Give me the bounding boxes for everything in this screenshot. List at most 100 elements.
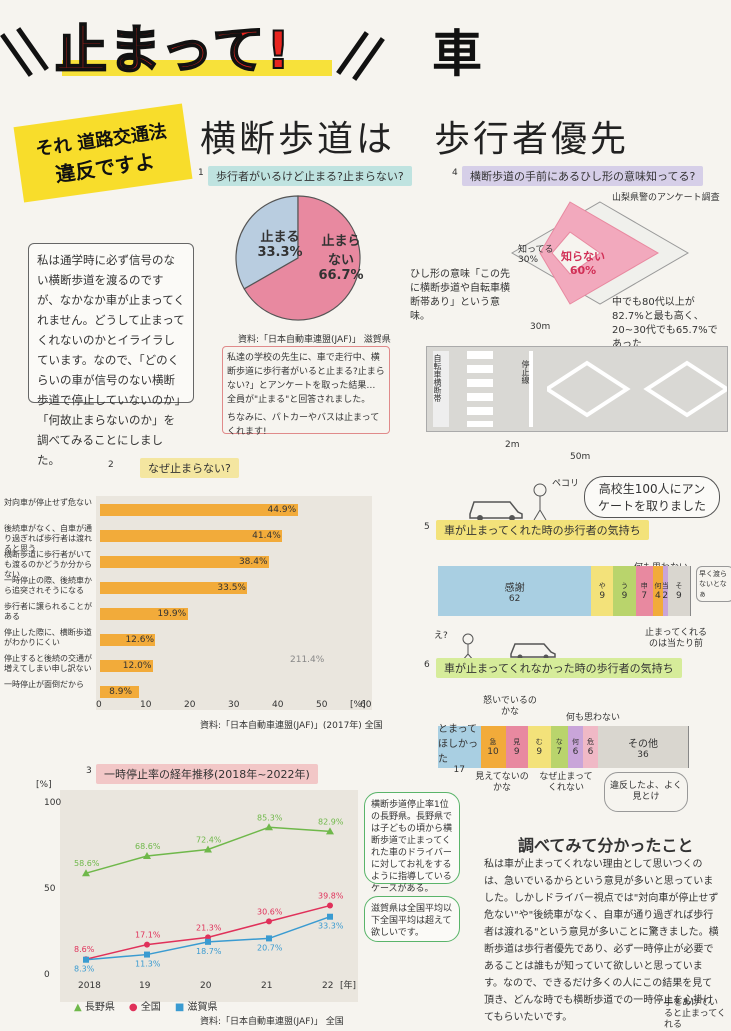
pie-slice-0 bbox=[235, 195, 299, 290]
section3-point-1-1 bbox=[144, 941, 150, 948]
section3-point-2-1 bbox=[144, 951, 150, 958]
section3-point-0-1 bbox=[143, 852, 151, 860]
section6-category-6: 危 bbox=[587, 738, 594, 746]
section3-point-0-3 bbox=[265, 823, 273, 831]
section3-label-1-3: 30.6% bbox=[257, 907, 283, 916]
section6-value-6: 6 bbox=[587, 747, 594, 757]
section3-chart-area bbox=[60, 790, 358, 1002]
section1-note-box: 私達の学校の先生に、車で走行中、横断歩道に歩行者がいると止まる?止まらない?」と… bbox=[222, 346, 390, 437]
section5-category-5: 当 bbox=[661, 582, 669, 590]
section5-bottom-note: 止まってくれるのは当たり前 bbox=[645, 628, 707, 649]
section6-category-3: む bbox=[535, 738, 543, 746]
section6-category-5: 何 bbox=[572, 738, 579, 746]
section1-note: 私達の学校の先生に、車で走行中、横断歩道に歩行者がいると止まる?止まらない?」と… bbox=[227, 353, 385, 405]
dim-50m: 50m bbox=[570, 452, 591, 462]
section3-ytick-2: 100 bbox=[44, 798, 61, 808]
section6-category-7: その他 bbox=[628, 738, 658, 750]
section2-bar-label-4: 19.9% bbox=[157, 609, 187, 619]
section3-label-0-1: 68.6% bbox=[135, 842, 161, 851]
section2-bar-5 bbox=[100, 634, 156, 646]
section2-xtick-1: 10 bbox=[140, 700, 152, 710]
section5-category-6: そ bbox=[675, 582, 683, 590]
section6-segment-1: 急 10 bbox=[480, 726, 507, 768]
section2-bar-1 bbox=[100, 530, 283, 542]
section3-label-1-4: 39.8% bbox=[318, 892, 344, 901]
section5-category-2: う bbox=[621, 582, 629, 590]
crosswalk bbox=[467, 351, 493, 427]
section3-line-chart: 0 50 100 2018 19 20 21 22 58.6% 68.6% 72.4% 85.3% 8… bbox=[44, 798, 344, 991]
section2-bar-label-2: 38.4% bbox=[238, 557, 268, 567]
section2-category-7: 一時停止が面倒だから bbox=[4, 680, 84, 689]
section2-xtick-4: 40 bbox=[272, 700, 284, 710]
section5-value-1: 9 bbox=[599, 591, 606, 601]
section3-xtick-4: 22 bbox=[322, 981, 333, 991]
section5-value-4: 4 bbox=[655, 591, 661, 601]
section6-bubble: え? bbox=[434, 631, 448, 641]
person-icon bbox=[533, 483, 547, 521]
dim-30m: 30m bbox=[530, 322, 551, 332]
title-highlight bbox=[62, 60, 332, 76]
section2-category-2: 横断歩道に歩行者がいても渡るのかどうか分からない bbox=[4, 550, 92, 579]
section3-point-1-4 bbox=[327, 902, 333, 909]
diamond-meaning: ひし形の意味「この先に横断歩道や自転車横断帯あり」という意味。 bbox=[410, 269, 510, 322]
diamond-chart bbox=[511, 201, 689, 305]
section2-bar-7 bbox=[100, 686, 140, 698]
pie-label-stop: 止まる 33.3% bbox=[257, 230, 303, 260]
intro-text: 私は通学時に必ず信号のない横断歩道を渡るのですが、なかなか車が止まってくれません… bbox=[37, 253, 185, 467]
diamond-elderly: 中でも80代以上が82.7%と最も高く、20~30代でも65.7%であった bbox=[612, 297, 718, 350]
conclusion-heading: 調べてみて分かったこと bbox=[518, 836, 694, 855]
section3-source: 資料:「日本自動車連盟(JAF)」 全国 bbox=[200, 1017, 344, 1027]
intro-box: 私は通学時に必ず信号のない横断歩道を渡るのですが、なかなか車が止まってくれません… bbox=[28, 243, 194, 467]
conclusion-thanks: 手をあげていると止まってくれる bbox=[664, 998, 726, 1030]
section2-bar-0 bbox=[100, 504, 298, 516]
title-car: 車 bbox=[432, 25, 482, 83]
road-diamonds bbox=[547, 360, 727, 418]
section2-category-5: 停止した際に、横断歩道がわかりにくい bbox=[4, 628, 92, 647]
road-stripe-1 bbox=[433, 351, 449, 427]
section5-bubble: ペコリ bbox=[552, 479, 580, 489]
law-sticker: それ 道路交通法 違反ですよ bbox=[13, 103, 193, 203]
car-icon-2 bbox=[510, 643, 556, 660]
section3-xtick-2: 20 bbox=[200, 981, 212, 991]
diamond-know: 知ってる 30% bbox=[518, 245, 554, 265]
section2-category-3: 一時停止の際、後続車から追突されそうになる bbox=[4, 576, 92, 595]
section2-category-6: 停止すると後続の交通が増えてしまい申し訳ない bbox=[4, 654, 92, 673]
section1-source: 資料:「日本自動車連盟(JAF)」 滋賀県 bbox=[238, 335, 391, 345]
section3-label-1-1: 17.1% bbox=[135, 931, 161, 940]
section2-bar-label-6: 12.0% bbox=[122, 661, 152, 671]
dim-2m: 2m bbox=[505, 440, 520, 450]
section3-label-2-2: 18.7% bbox=[196, 947, 222, 956]
section2-bar-6 bbox=[100, 660, 153, 672]
section6-category-4: な bbox=[555, 738, 563, 746]
section3-label-1-2: 21.3% bbox=[196, 923, 222, 932]
section2-xtick-5: 50 bbox=[316, 700, 328, 710]
section6-value-0: 17 bbox=[453, 764, 465, 775]
section4-heading: 横断歩道の手前にあるひし形の意味知ってる? bbox=[462, 166, 704, 186]
section2-bar-label-7: 8.9% bbox=[109, 687, 133, 697]
section1-number: 1 bbox=[198, 168, 204, 178]
section6-value-5: 6 bbox=[572, 747, 579, 757]
conclusion-text: 私は車が止まってくれない理由として思いつくのは、急いでいるからという意見が多いと… bbox=[484, 859, 719, 1023]
stop-line bbox=[529, 351, 533, 427]
section5-right-note: 早く渡らないとなぁ bbox=[696, 566, 731, 602]
section6-value-2: 9 bbox=[513, 747, 520, 757]
section6-label-why: なぜ止まってくれない bbox=[539, 772, 593, 793]
section2-unit: [%] bbox=[350, 700, 366, 710]
section3-label-2-0: 8.3% bbox=[74, 965, 95, 974]
survey-note: 高校生100人にアンケートを取りました bbox=[584, 476, 720, 518]
section6-category-1: 急 bbox=[489, 738, 497, 746]
section2-xtick-3: 30 bbox=[228, 700, 240, 710]
page-title: 止まって! bbox=[54, 20, 293, 82]
section5-category-1: や bbox=[598, 582, 606, 590]
pie-label-nostop: 止まらない 66.7% bbox=[318, 234, 364, 283]
section6-number: 6 bbox=[424, 660, 430, 670]
section6-label-scary: 怒いでいるのかな bbox=[483, 696, 537, 717]
section3-label-0-2: 72.4% bbox=[196, 835, 222, 844]
section2-source: 資料:「日本自動車連盟(JAF)」(2017年) 全国 bbox=[200, 721, 383, 731]
section2-category-0: 対向車が停止せず危ない bbox=[4, 498, 92, 507]
section5-value-5: 2 bbox=[662, 591, 669, 601]
section5-category-4: 何 bbox=[654, 582, 662, 590]
